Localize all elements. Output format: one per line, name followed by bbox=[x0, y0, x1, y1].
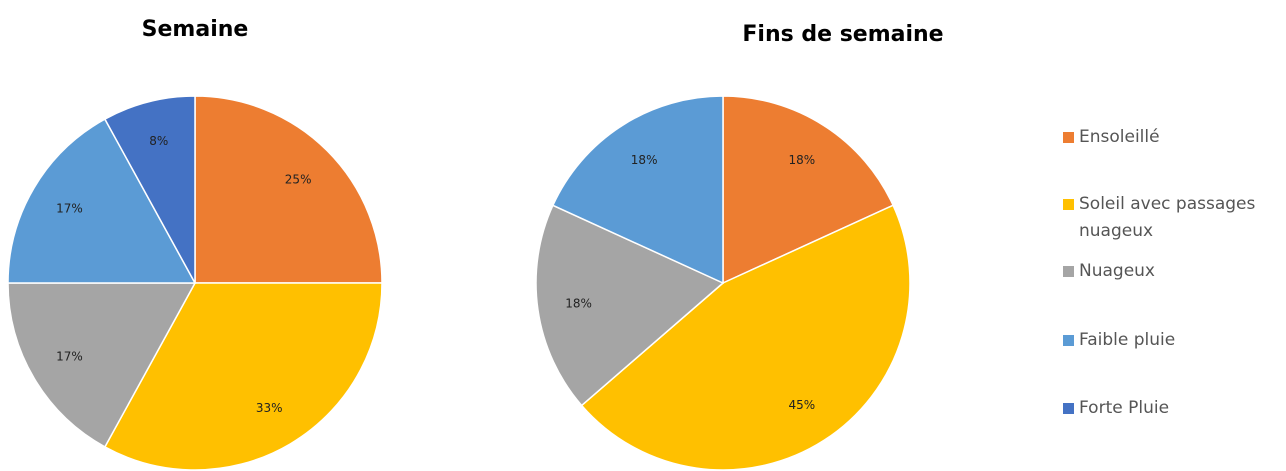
legend-label: Forte Pluie bbox=[1079, 398, 1170, 418]
data-label: 18% bbox=[565, 296, 592, 310]
pie-slice bbox=[535, 204, 725, 407]
legend-swatch bbox=[1063, 199, 1074, 210]
legend-swatch bbox=[1063, 335, 1074, 346]
pie-slice bbox=[551, 95, 724, 285]
pie-slice bbox=[7, 118, 197, 284]
data-label: 45% bbox=[789, 398, 816, 412]
chart-title: Fins de semaine bbox=[742, 22, 943, 47]
data-label: 33% bbox=[256, 401, 283, 415]
legend-item: Ensoleillé bbox=[1060, 124, 1279, 151]
pie-slice bbox=[7, 282, 197, 448]
legend-item: Faible pluie bbox=[1060, 327, 1279, 354]
legend-item: Nuageux bbox=[1060, 258, 1279, 285]
pie-slice bbox=[722, 95, 895, 285]
legend-label: Nuageux bbox=[1079, 261, 1155, 281]
legend-label: Ensoleillé bbox=[1079, 127, 1160, 147]
legend-swatch bbox=[1063, 266, 1074, 277]
data-label: 17% bbox=[56, 350, 83, 364]
data-label: 18% bbox=[789, 153, 816, 167]
pie-slice bbox=[194, 95, 383, 284]
chart-title: Semaine bbox=[142, 17, 249, 42]
legend-item: Soleil avec passages nuageux bbox=[1060, 191, 1279, 245]
legend-item: Forte Pluie bbox=[1060, 395, 1279, 422]
pie-slice bbox=[580, 204, 911, 471]
legend-swatch bbox=[1063, 132, 1074, 143]
data-label: 25% bbox=[285, 172, 312, 186]
data-label: 17% bbox=[56, 201, 83, 215]
legend-label: Faible pluie bbox=[1079, 330, 1176, 350]
legend-label: Soleil avec passages nuageux bbox=[1079, 194, 1256, 241]
data-label: 18% bbox=[631, 153, 658, 167]
pie-slice bbox=[103, 282, 383, 471]
pie-slice bbox=[103, 95, 196, 284]
data-label: 8% bbox=[149, 134, 168, 148]
legend-swatch bbox=[1063, 403, 1074, 414]
